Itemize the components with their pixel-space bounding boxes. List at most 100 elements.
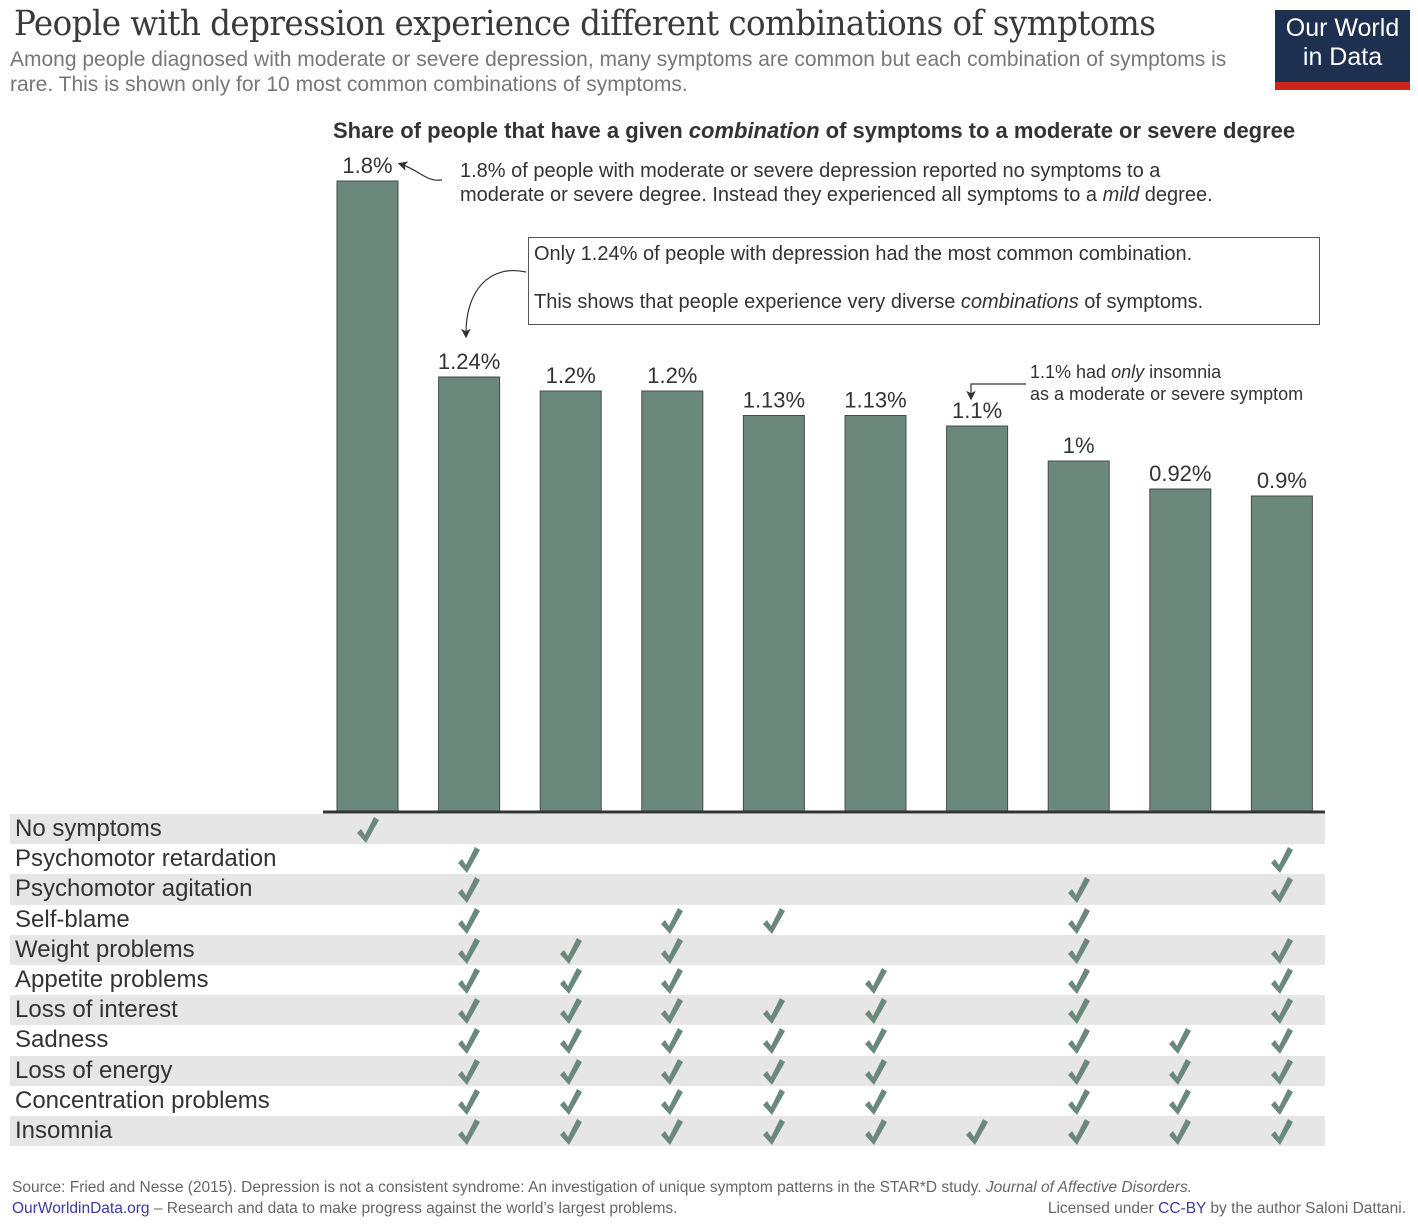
symptom-row: Weight problems (10, 934, 1325, 965)
chart-subtitle: Among people diagnosed with moderate or … (10, 48, 1227, 96)
symptom-label: Self-blame (15, 905, 130, 933)
check-icon (558, 1118, 584, 1146)
check-icon (863, 1118, 889, 1146)
symptom-label: Psychomotor retardation (15, 845, 277, 873)
symptom-row: Sadness (10, 1025, 1325, 1055)
chart-title: Share of people that have a given combin… (333, 118, 1295, 144)
bar-2 (438, 376, 501, 812)
check-icon (1066, 937, 1092, 965)
chart-title-part-1: Share of people that have a given (333, 118, 689, 143)
check-icon (1167, 1118, 1193, 1146)
check-icon (558, 997, 584, 1025)
license-note: Licensed under CC-BY by the author Salon… (1047, 1200, 1406, 1217)
logo-line-2: in Data (1302, 43, 1383, 71)
check-icon (558, 1058, 584, 1086)
bar-value-label-7: 1.1% (952, 398, 1002, 423)
annotation-arrow-2 (461, 270, 527, 339)
annotation-most-common-line-2: This shows that people experience very d… (534, 291, 1204, 313)
check-icon (659, 937, 685, 965)
symptom-label: Insomnia (15, 1116, 113, 1144)
check-icon (1269, 1027, 1295, 1055)
chart-main-title: People with depression experience differ… (14, 4, 1156, 44)
check-icon (1269, 846, 1295, 874)
check-icon (863, 1027, 889, 1055)
bar-8 (1047, 460, 1110, 812)
symptom-label: Psychomotor agitation (15, 875, 253, 903)
symptom-row: Psychomotor agitation (10, 874, 1325, 905)
check-icon (1269, 937, 1295, 965)
annotation-most-common-box: Only 1.24% of people with depression had… (528, 237, 1320, 325)
annotation-insomnia-only: 1.1% had only insomnia as a moderate or … (1030, 361, 1303, 405)
annotation-most-common-line-1: Only 1.24% of people with depression had… (534, 243, 1193, 265)
check-icon (456, 937, 482, 965)
annotation-arrow-1 (397, 161, 443, 181)
check-icon (659, 1058, 685, 1086)
check-icon (1167, 1058, 1193, 1086)
check-icon (1269, 997, 1295, 1025)
check-icon (456, 1088, 482, 1116)
check-icon (1269, 1088, 1295, 1116)
check-icon (1066, 876, 1092, 904)
bar-value-label-8: 1% (1063, 433, 1095, 458)
symptom-label: Appetite problems (15, 965, 209, 993)
bar-value-label-4: 1.2% (647, 363, 697, 388)
check-icon (456, 907, 482, 935)
check-icon (1066, 1027, 1092, 1055)
check-icon (558, 1088, 584, 1116)
annotation-no-symptoms-line-1: 1.8% of people with moderate or severe d… (460, 160, 1161, 182)
cc-by-link[interactable]: CC-BY (1158, 1200, 1207, 1217)
check-icon (761, 1118, 787, 1146)
bar-5 (742, 415, 805, 812)
bar-4 (641, 390, 704, 812)
check-icon (761, 1027, 787, 1055)
symptom-row: Appetite problems (10, 965, 1325, 995)
symptom-row: Psychomotor retardation (10, 844, 1325, 874)
bar-10 (1250, 495, 1313, 812)
check-icon (1066, 1088, 1092, 1116)
bar-9 (1149, 488, 1212, 812)
check-icon (456, 967, 482, 995)
bar-3 (539, 390, 602, 812)
bar-value-label-3: 1.2% (546, 363, 596, 388)
check-icon (1269, 876, 1295, 904)
symptom-row: No symptoms (10, 814, 1325, 845)
bar-value-label-9: 0.92% (1149, 461, 1211, 486)
check-icon (964, 1118, 990, 1146)
bar-value-label-5: 1.13% (743, 388, 805, 413)
check-icon (761, 1088, 787, 1116)
check-icon (863, 967, 889, 995)
check-icon (456, 876, 482, 904)
source-note: Source: Fried and Nesse (2015). Depressi… (12, 1179, 1193, 1196)
check-icon (1269, 1058, 1295, 1086)
symptom-row: Loss of interest (10, 995, 1325, 1026)
site-tagline: OurWorldinData.org – Research and data t… (12, 1200, 678, 1217)
check-icon (1167, 1088, 1193, 1116)
chart-title-emphasis: combination (688, 118, 820, 143)
check-icon (659, 1118, 685, 1146)
check-icon (1066, 997, 1092, 1025)
annotation-arrow-3 (966, 383, 1026, 401)
check-icon (1167, 1027, 1193, 1055)
symptom-row: Loss of energy (10, 1055, 1325, 1086)
check-icon (659, 967, 685, 995)
annotation-insomnia-line-2: as a moderate or severe symptom (1030, 384, 1304, 404)
owid-logo[interactable]: Our World in Data (1275, 10, 1410, 90)
symptom-label: Sadness (15, 1026, 109, 1054)
check-icon (1066, 907, 1092, 935)
symptom-matrix: No symptoms Psychomotor retardation Psycho… (10, 814, 1325, 1147)
chart-title-part-3: of symptoms to a moderate or severe degr… (819, 118, 1296, 143)
owid-site-link[interactable]: OurWorldinData.org (12, 1200, 150, 1217)
symptom-label: Weight problems (15, 935, 195, 963)
bar-6 (844, 415, 907, 812)
check-icon (659, 1088, 685, 1116)
check-icon (355, 816, 381, 844)
check-icon (1269, 1118, 1295, 1146)
bar-7 (946, 425, 1009, 812)
symptom-label: Loss of energy (15, 1056, 173, 1084)
check-icon (558, 967, 584, 995)
annotation-no-symptoms-line-2: moderate or severe degree. Instead they … (460, 184, 1213, 206)
check-icon (761, 907, 787, 935)
check-icon (761, 1058, 787, 1086)
symptom-label: Loss of interest (15, 996, 178, 1024)
